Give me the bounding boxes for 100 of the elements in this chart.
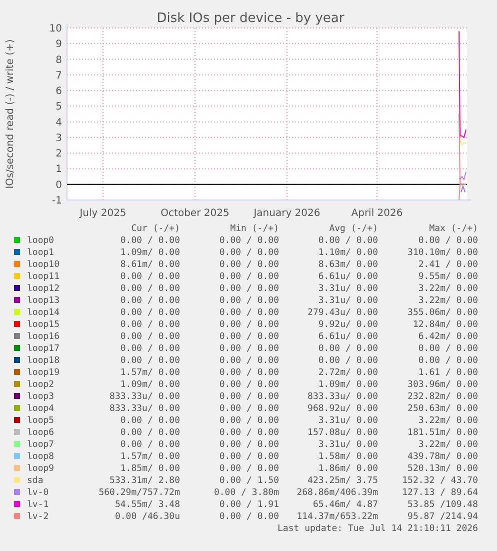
- y-tick-label: 5: [56, 102, 62, 113]
- text: Last update: Tue Jul 14 21:10:11 2026: [278, 524, 478, 534]
- legend-label: loop14: [27, 308, 60, 318]
- text: 1.09m/ 0.00: [120, 248, 180, 258]
- text: 65.46m/ 4.87: [312, 500, 378, 510]
- legend-label: loop16: [27, 332, 60, 342]
- legend-label: loop2: [27, 380, 54, 390]
- text: 0.00 / 1.91: [219, 500, 279, 510]
- text: 232.82m/ 0.00: [408, 392, 478, 402]
- text: 0.00 / 0.00: [318, 236, 378, 246]
- text: 53.85 /109.48: [408, 500, 478, 510]
- text: 0.00 / 0.00: [418, 344, 478, 354]
- y-tick-label: 10: [49, 24, 62, 34]
- y-tick-label: 9: [56, 39, 62, 50]
- legend-label: lv-1: [27, 500, 49, 510]
- text: 0.00 / 0.00: [219, 260, 279, 270]
- text: Max (-/+): [429, 224, 478, 234]
- text: 0.00 / 0.00: [120, 320, 180, 330]
- text: 127.13 / 89.64: [402, 488, 478, 498]
- text: 3.31u/ 0.00: [318, 416, 378, 426]
- text: Min (-/+): [230, 224, 279, 234]
- text: 12.84m/ 0.00: [412, 320, 478, 330]
- text: 0.00 / 0.00: [219, 428, 279, 438]
- text: 6.61u/ 0.00: [318, 332, 378, 342]
- text: 0.00 / 0.00: [120, 356, 180, 366]
- y-tick-label: 3: [56, 132, 62, 144]
- text: 2.41 / 0.00: [418, 260, 478, 270]
- text: 833.33u/ 0.00: [308, 392, 378, 402]
- text: 0.00 / 0.00: [120, 416, 180, 426]
- text: 439.78m/ 0.00: [408, 452, 478, 462]
- legend-label: loop19: [27, 368, 60, 378]
- text: 54.55m/ 3.48: [114, 500, 180, 510]
- text: 8.63m/ 0.00: [318, 260, 378, 270]
- legend-label: lv-0: [27, 488, 49, 498]
- text: 0.00 / 0.00: [219, 284, 279, 294]
- text: 0.00 / 0.00: [318, 344, 378, 354]
- text: 3.22m/ 0.00: [418, 440, 478, 450]
- text: 0.00 / 0.00: [120, 428, 180, 438]
- text: 0.00 / 0.00: [318, 356, 378, 366]
- text: 0.00 / 0.00: [219, 404, 279, 414]
- text: 0.00 / 0.00: [120, 332, 180, 342]
- text: 0.00 / 0.00: [219, 368, 279, 378]
- text: 0.00 / 0.00: [219, 248, 279, 258]
- legend-label: loop0: [27, 236, 54, 246]
- text: 0.00 / 0.00: [120, 284, 180, 294]
- chart-title: Disk IOs per device - by year: [156, 11, 345, 26]
- y-tick-label: 6: [56, 86, 62, 98]
- text: 0.00 / 0.00: [219, 308, 279, 318]
- text: 9.55m/ 0.00: [418, 272, 478, 282]
- text: 0.00 / 0.00: [418, 356, 478, 366]
- text: 303.96m/ 0.00: [408, 380, 478, 390]
- text: 0.00 / 0.00: [219, 272, 279, 282]
- legend-label: loop10: [27, 260, 60, 270]
- text: 0.00 / 0.00: [219, 416, 279, 426]
- x-tick-label: October 2025: [160, 208, 230, 219]
- text: 268.86m/406.39m: [296, 488, 378, 498]
- legend-label: loop6: [27, 428, 54, 438]
- y-tick-label: 7: [56, 70, 62, 82]
- y-axis-title: IOs/second read (-) / write (+): [5, 39, 16, 189]
- text: 6.42m/ 0.00: [418, 332, 478, 342]
- text: 0.00 /46.30u: [114, 512, 180, 522]
- text: 152.32 / 43.70: [402, 476, 478, 486]
- text: 0.00 / 0.00: [219, 380, 279, 390]
- y-tick-label: 8: [56, 54, 62, 66]
- text: 0.00 / 0.00: [120, 440, 180, 450]
- text: 833.33u/ 0.00: [110, 392, 180, 402]
- text: 1.09m/ 0.00: [318, 380, 378, 390]
- text: 181.51m/ 0.00: [408, 428, 478, 438]
- x-tick-label: January 2026: [252, 208, 320, 219]
- text: 0.00 / 0.00: [418, 236, 478, 246]
- text: 0.00 / 0.00: [219, 452, 279, 462]
- legend-label: loop3: [27, 392, 54, 402]
- legend-label: loop8: [27, 452, 54, 462]
- text: 3.22m/ 0.00: [418, 284, 478, 294]
- text: 3.31u/ 0.00: [318, 440, 378, 450]
- text: 114.37m/653.22m: [296, 512, 378, 522]
- y-tick-label: -1: [52, 196, 62, 206]
- text: 1.10m/ 0.00: [318, 248, 378, 258]
- x-tick-label: July 2025: [78, 208, 126, 219]
- y-tick-label: 0: [56, 180, 62, 191]
- x-tick-label: April 2026: [351, 208, 403, 219]
- legend-label: loop11: [27, 272, 60, 282]
- text: 1.57m/ 0.00: [120, 368, 180, 378]
- legend-label: loop9: [27, 464, 54, 474]
- text: Cur (-/+): [131, 224, 180, 234]
- text: 355.06m/ 0.00: [408, 308, 478, 318]
- text: 310.10m/ 0.00: [408, 248, 478, 258]
- text: 2.72m/ 0.00: [318, 368, 378, 378]
- y-tick-label: 2: [56, 148, 62, 160]
- text: 250.63m/ 0.00: [408, 404, 478, 414]
- text: 0.00 / 0.00: [120, 272, 180, 282]
- legend-label: loop1: [27, 248, 54, 258]
- text: 0.00 / 0.00: [219, 344, 279, 354]
- text: 279.43u/ 0.00: [308, 308, 378, 318]
- text: 1.09m/ 0.00: [120, 380, 180, 390]
- text: 0.00 / 0.00: [120, 344, 180, 354]
- legend-label: loop12: [27, 284, 60, 294]
- text: 3.22m/ 0.00: [418, 416, 478, 426]
- text: 0.00 / 0.00: [219, 440, 279, 450]
- text: 0.00 / 3.80m: [214, 488, 279, 498]
